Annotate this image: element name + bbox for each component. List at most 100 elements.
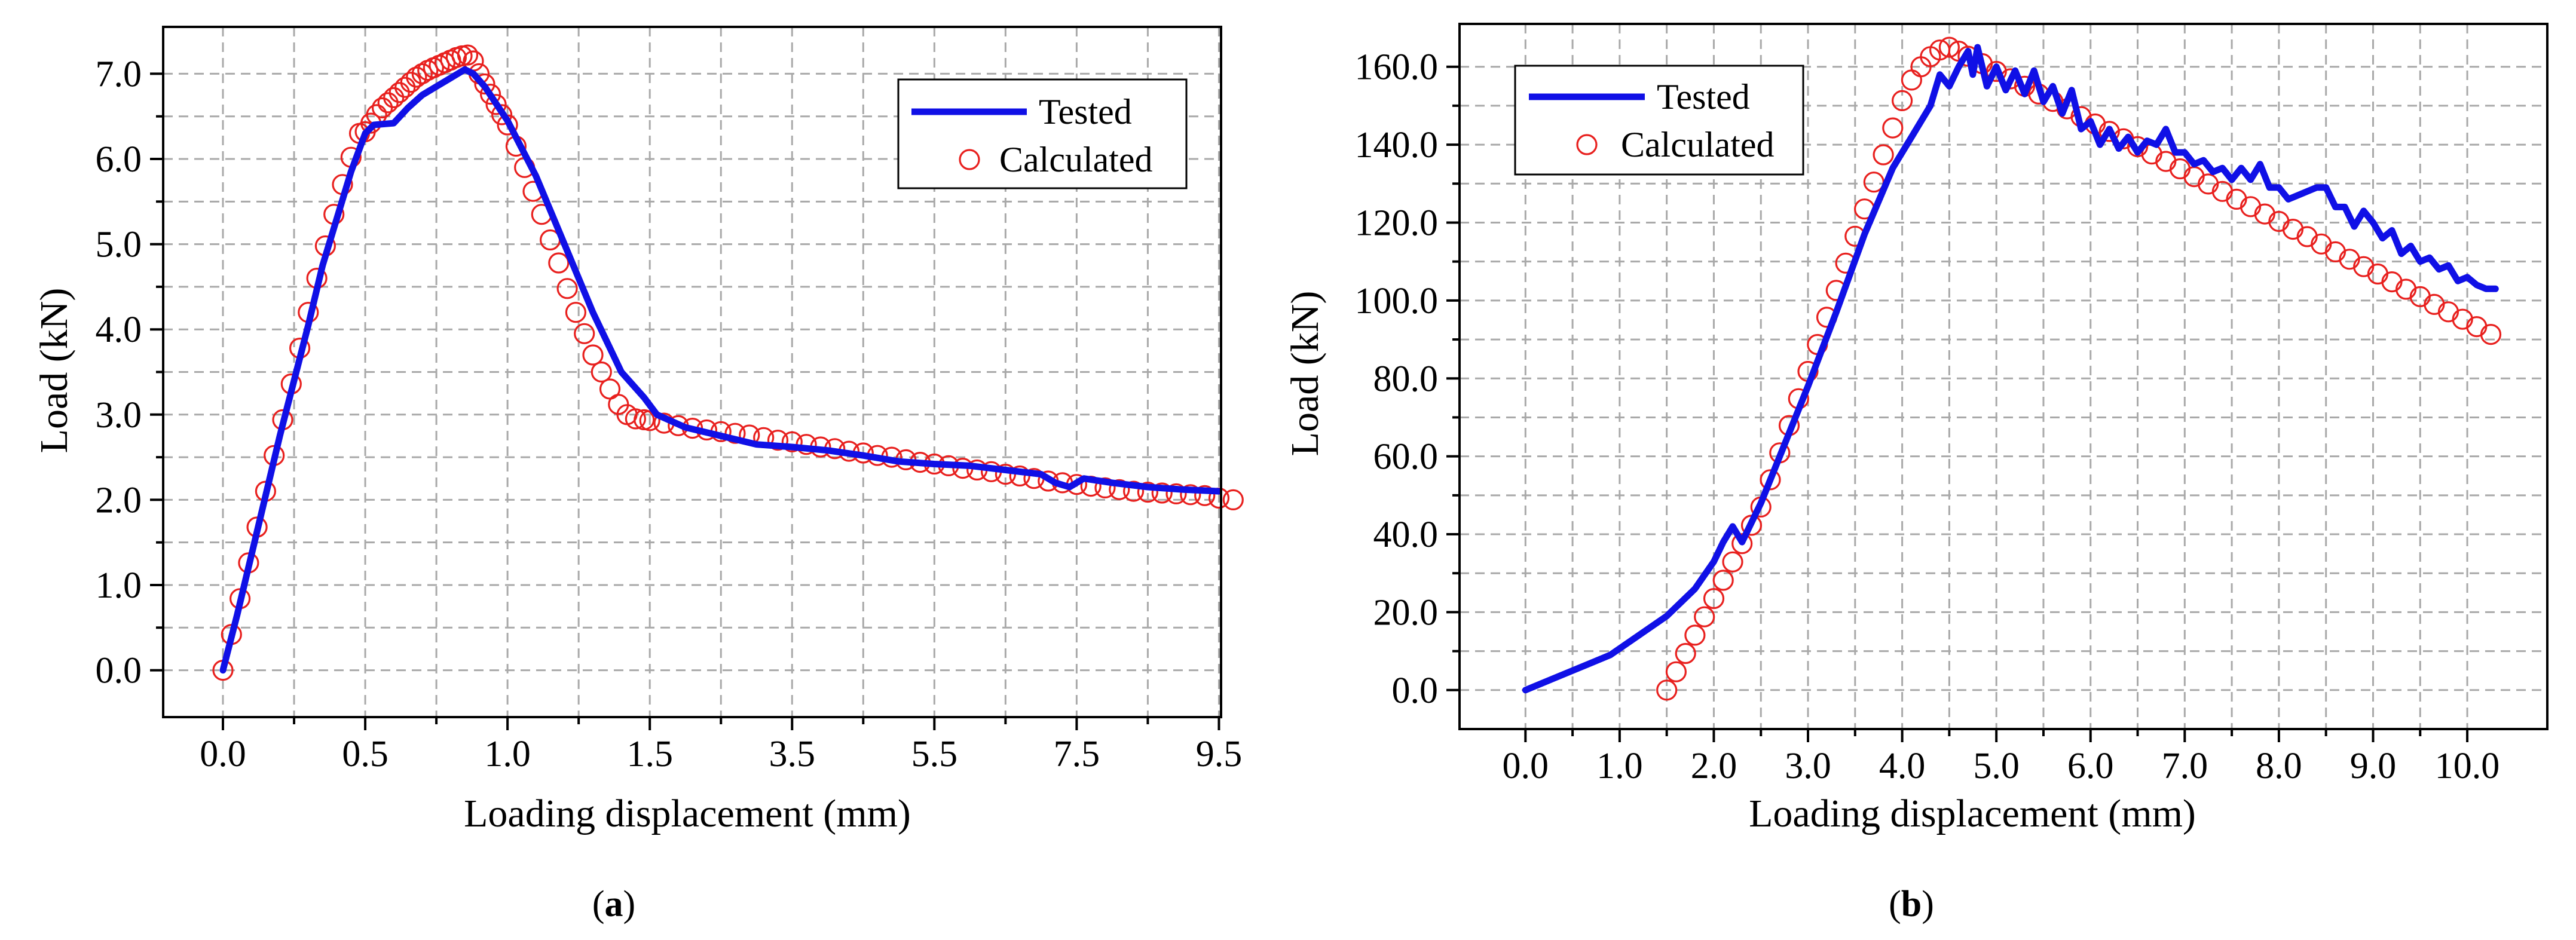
- b-calculated-point: [1712, 569, 1734, 591]
- a-calculated-point: [406, 66, 427, 88]
- a-y-tick-label: 6.0: [96, 139, 142, 180]
- panel-b-legend-calculated-label: Calculated: [1621, 125, 1775, 164]
- a-calculated-point: [474, 73, 495, 95]
- b-y-tick-label: 20.0: [1373, 592, 1439, 633]
- panel-a-tested-line: [219, 66, 1222, 674]
- panel-a-legend-box: [897, 78, 1188, 189]
- a-y-tick-label: 3.0: [96, 395, 142, 436]
- b-x-tick-label: 5.0: [1973, 746, 2020, 786]
- panel-b-plot-frame: [1458, 23, 2549, 730]
- panel-a-x-tick-labels: 0.0 0.5 1.0 1.5 3.5 5.5 7.5 9.5: [200, 734, 1242, 774]
- b-x-tick-label: 4.0: [1879, 746, 1926, 786]
- a-calculated-point: [724, 422, 746, 444]
- a-calculated-point: [1180, 484, 1201, 506]
- b-calculated-point: [1656, 679, 1678, 701]
- a-calculated-point: [457, 44, 479, 66]
- a-y-tick-label: 0.0: [96, 651, 142, 691]
- panel-a-caption-letter: a: [605, 884, 623, 924]
- a-calculated-point: [1194, 485, 1216, 506]
- b-y-tick-label: 100.0: [1355, 281, 1439, 322]
- panel-a-chart: 0.0 0.5 1.0 1.5 3.5 5.5 7.5 9.5 0.0 1.0 2.0 3.0 4.0…: [32, 26, 1244, 924]
- b-calculated-point: [1882, 117, 1904, 139]
- a-x-tick-label: 0.0: [200, 734, 246, 774]
- a-calculated-point: [591, 361, 612, 383]
- a-x-tick-label: 0.5: [342, 734, 388, 774]
- a-calculated-point: [556, 278, 578, 299]
- panel-a-y-tick-labels: 0.0 1.0 2.0 3.0 4.0 5.0 6.0 7.0: [96, 54, 142, 691]
- a-calculated-point: [1094, 477, 1116, 499]
- panel-b-chart: 0.0 1.0 2.0 3.0 4.0 5.0 6.0 7.0 8.0 9.0 10.0 0.0 20…: [1283, 23, 2549, 924]
- b-y-tick-label: 60.0: [1373, 437, 1439, 477]
- b-y-tick-label: 80.0: [1373, 359, 1439, 399]
- a-calculated-point: [1109, 479, 1130, 500]
- a-calculated-point: [1222, 489, 1244, 511]
- a-y-tick-label: 5.0: [96, 225, 142, 265]
- b-y-tick-label: 40.0: [1373, 515, 1439, 555]
- a-calculated-point: [1165, 483, 1187, 505]
- a-y-tick-label: 4.0: [96, 310, 142, 350]
- panel-b-legend-calculated-swatch: [1576, 134, 1598, 155]
- panel-a-x-axis-title: Loading displacement (mm): [464, 792, 911, 835]
- a-calculated-point: [582, 344, 604, 366]
- b-calculated-point: [1892, 90, 1913, 111]
- panel-b-y-tick-labels: 0.0 20.0 40.0 60.0 80.0 100.0 120.0 140.0 160.0: [1355, 47, 1439, 711]
- panel-b-x-axis-title: Loading displacement (mm): [1749, 792, 2196, 835]
- b-calculated-point: [1684, 624, 1706, 646]
- b-x-tick-label: 10.0: [2435, 746, 2500, 786]
- a-x-tick-label: 7.5: [1054, 734, 1100, 774]
- panel-a-plot-frame: [162, 26, 1222, 718]
- a-y-tick-label: 2.0: [96, 480, 142, 520]
- a-calculated-point: [479, 84, 501, 105]
- b-x-tick-label: 9.0: [2350, 746, 2397, 786]
- panel-a-legend-calculated-swatch: [959, 149, 980, 170]
- panel-b-caption-letter: b: [1901, 884, 1922, 924]
- panel-a-legend: Tested Calculated: [897, 78, 1188, 189]
- panel-a-caption: (a): [592, 884, 635, 924]
- panel-a-legend-tested-label: Tested: [1039, 92, 1132, 131]
- a-calculated-point: [781, 431, 803, 453]
- panel-b-legend-box: [1514, 65, 1804, 176]
- b-calculated-point: [1760, 469, 1781, 491]
- b-y-tick-label: 120.0: [1355, 203, 1439, 243]
- a-calculated-point: [548, 252, 570, 274]
- a-x-tick-label: 1.5: [626, 734, 673, 774]
- a-calculated-point: [1122, 480, 1145, 502]
- a-calculated-point: [625, 408, 647, 430]
- b-calculated-point: [1938, 36, 1960, 58]
- a-y-tick-label: 7.0: [96, 54, 142, 94]
- b-calculated-point: [2480, 323, 2502, 345]
- b-x-tick-label: 3.0: [1785, 746, 1831, 786]
- b-x-tick-label: 2.0: [1691, 746, 1737, 786]
- a-calculated-point: [1151, 482, 1173, 504]
- b-calculated-point: [1722, 551, 1743, 572]
- a-calculated-point: [565, 302, 587, 323]
- b-x-tick-label: 7.0: [2162, 746, 2208, 786]
- a-calculated-point: [485, 94, 507, 115]
- b-x-tick-label: 8.0: [2256, 746, 2302, 786]
- b-y-tick-label: 140.0: [1355, 125, 1439, 166]
- b-x-tick-label: 0.0: [1503, 746, 1549, 786]
- a-x-tick-label: 9.5: [1196, 734, 1243, 774]
- b-calculated-point: [1703, 587, 1725, 610]
- a-x-tick-label: 3.5: [769, 734, 816, 774]
- panel-b-tested-line: [1522, 44, 2499, 694]
- panel-a-y-axis-title: Load (kN): [32, 288, 76, 454]
- b-calculated-point: [1665, 661, 1687, 682]
- a-x-tick-label: 1.0: [484, 734, 531, 774]
- b-calculated-point: [1731, 533, 1753, 555]
- b-calculated-point: [1873, 144, 1894, 166]
- a-calculated-point: [491, 104, 513, 125]
- a-calculated-point: [639, 410, 660, 431]
- a-x-tick-label: 5.5: [911, 734, 958, 774]
- b-calculated-point: [1694, 606, 1715, 627]
- b-y-tick-label: 160.0: [1355, 47, 1439, 88]
- panel-b-x-tick-labels: 0.0 1.0 2.0 3.0 4.0 5.0 6.0 7.0 8.0 9.0 10.0: [1503, 746, 2500, 786]
- panel-b-legend: Tested Calculated: [1514, 65, 1804, 176]
- a-calculated-point: [574, 323, 595, 344]
- a-calculated-point: [767, 429, 789, 451]
- panel-b-caption: (b): [1889, 884, 1934, 924]
- panel-a-legend-calculated-label: Calculated: [999, 140, 1153, 179]
- panel-b-y-axis-title: Load (kN): [1283, 291, 1327, 457]
- b-y-tick-label: 0.0: [1392, 670, 1439, 711]
